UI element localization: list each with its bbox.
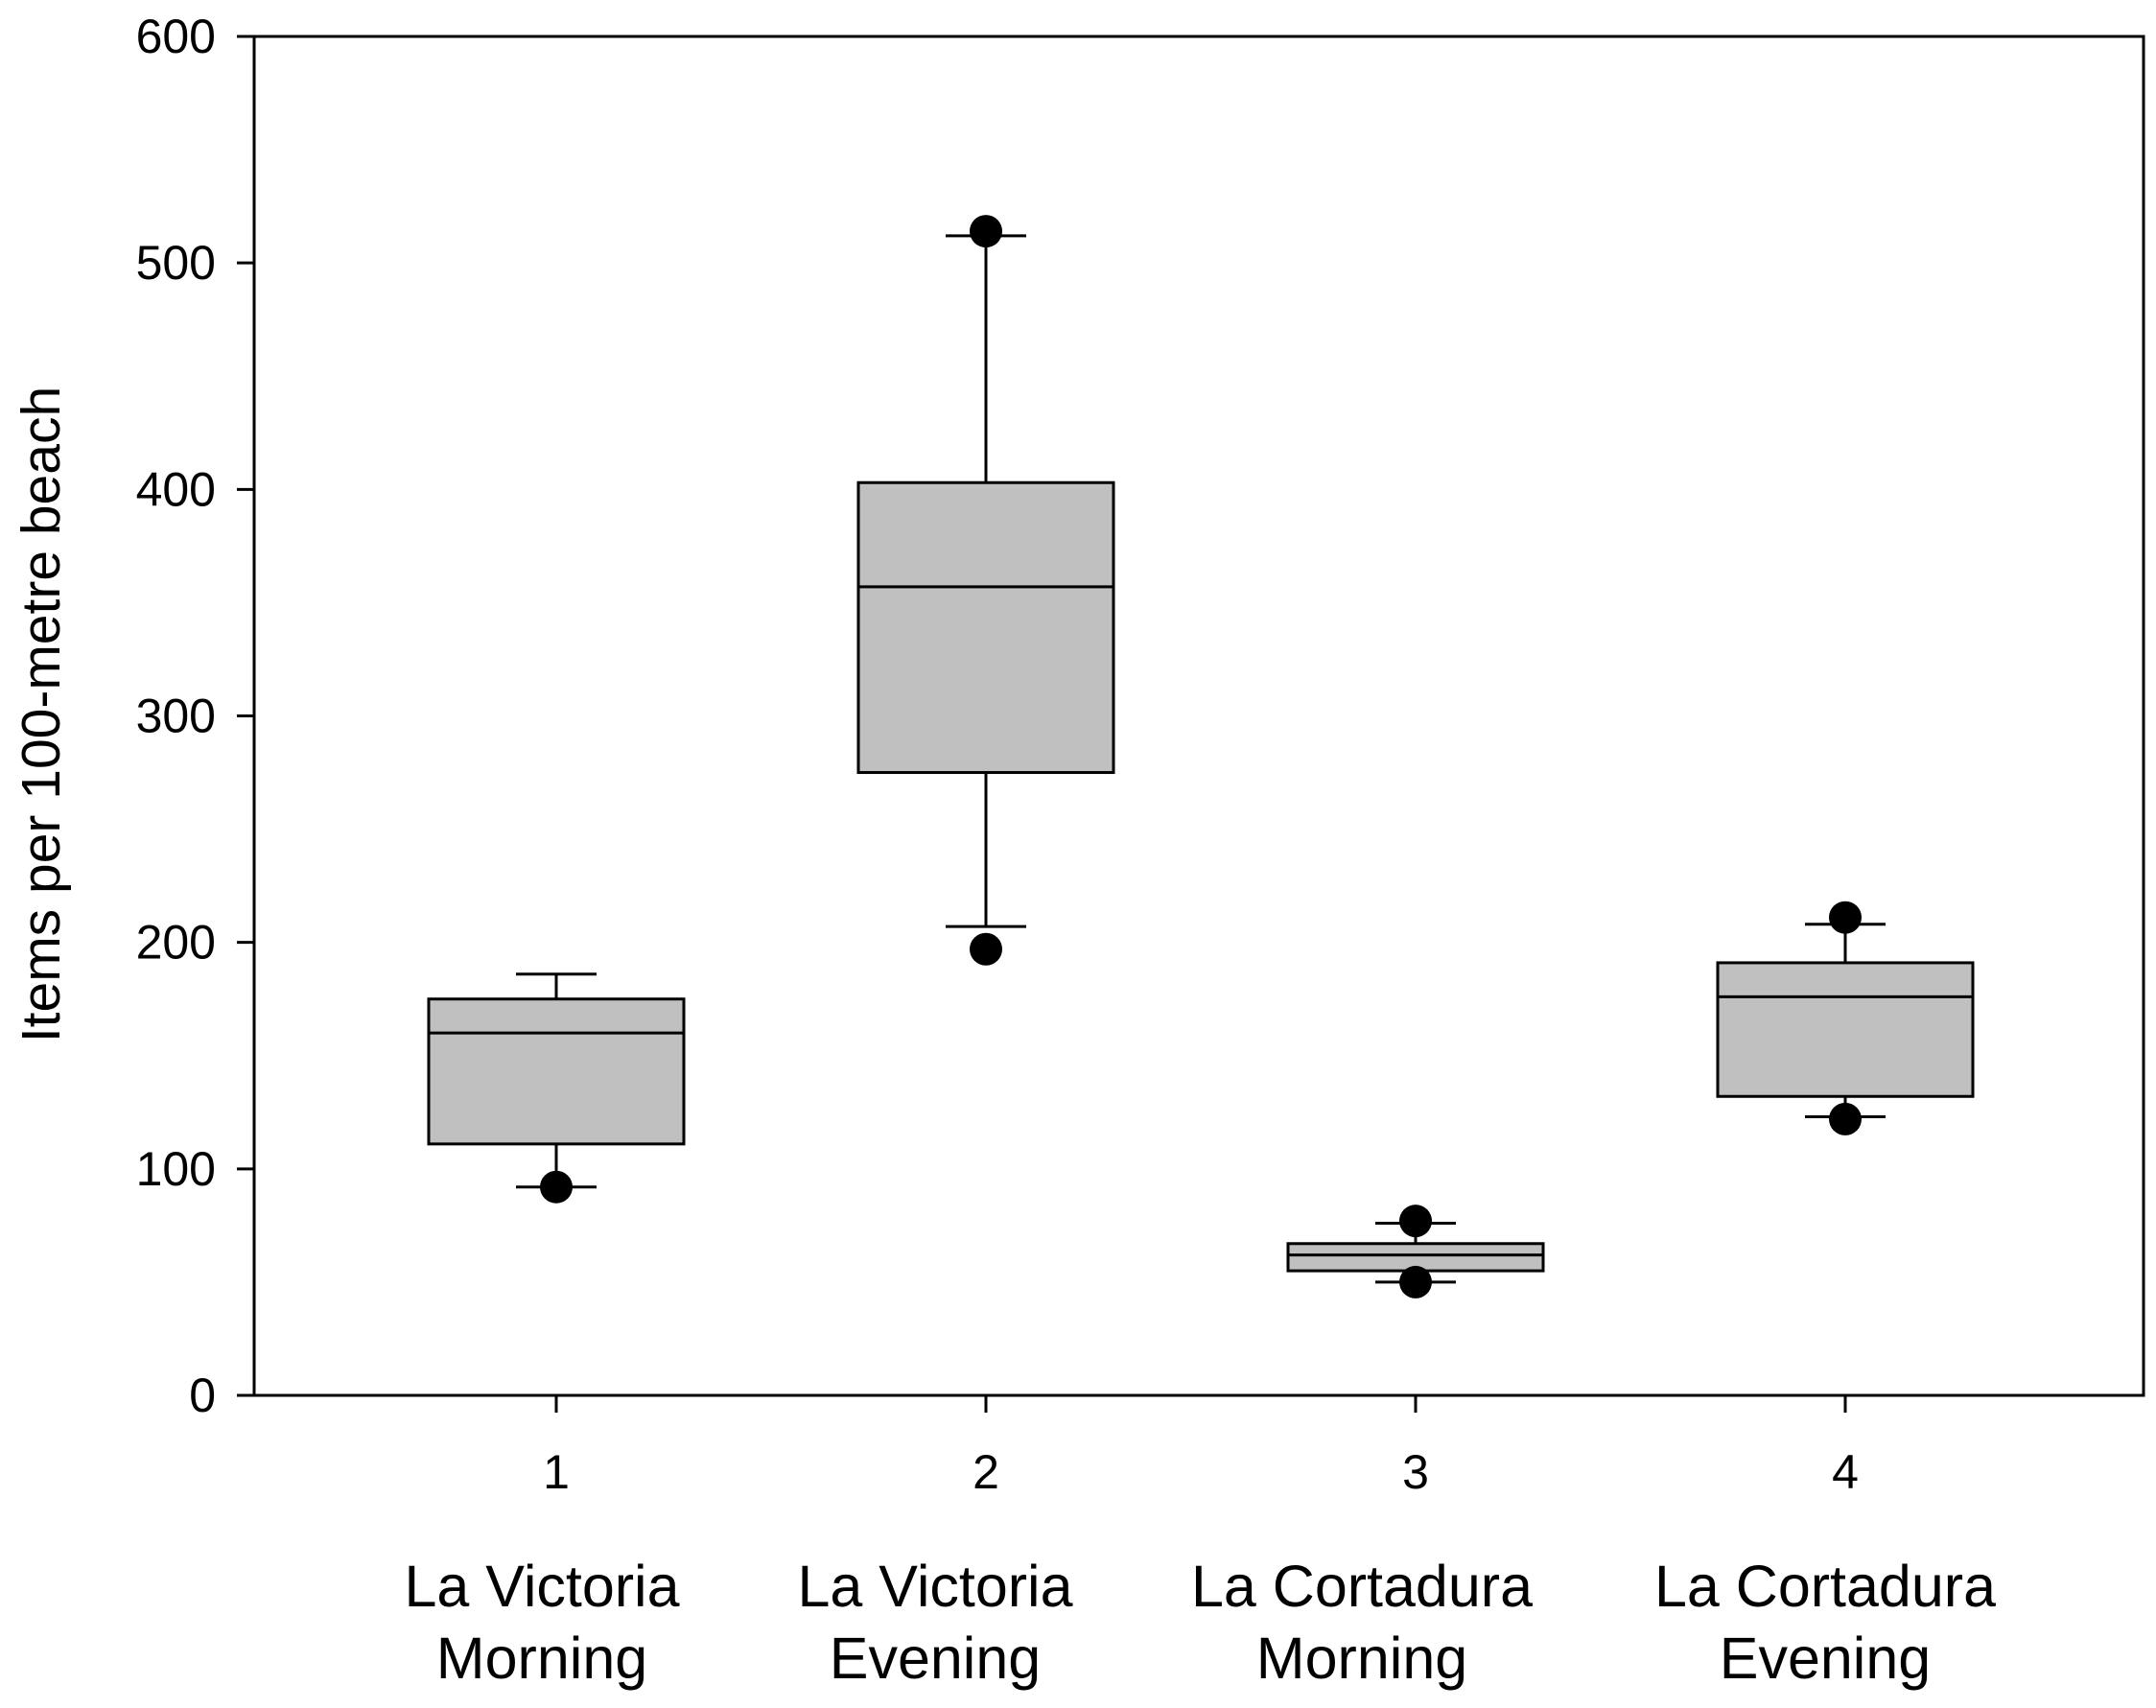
outlier-point (1829, 901, 1862, 934)
box-iqr (1716, 961, 1975, 1098)
x-tick-label: 1 (543, 1445, 570, 1499)
y-tick-label: 100 (136, 1142, 216, 1196)
y-tick-label: 600 (136, 10, 216, 63)
y-tick-label: 400 (136, 462, 216, 516)
box-group (1716, 901, 1975, 1135)
y-tick-label: 200 (136, 916, 216, 970)
category-label-line2: Evening (830, 1626, 1041, 1691)
category-label-line1: La Victoria (797, 1554, 1072, 1619)
box-group (427, 972, 686, 1204)
y-axis-title: Items per 100-metre beach (11, 386, 72, 1042)
plot-frame (252, 35, 2145, 1397)
x-tick-label: 4 (1832, 1445, 1859, 1499)
outlier-point (1399, 1205, 1432, 1238)
box-iqr (427, 997, 686, 1146)
category-label-line1: La Cortadura (1191, 1554, 1533, 1619)
category-label-line2: Evening (1720, 1626, 1931, 1691)
x-axis-ticks: 1 2 3 4 La Victoria Morning La Victoria Evening… (404, 1395, 1996, 1691)
box-series (427, 215, 1975, 1299)
category-label-line1: La Cortadura (1654, 1554, 1996, 1619)
box-iqr (856, 480, 1115, 775)
outlier-point (970, 215, 1002, 248)
category-label-line1: La Victoria (404, 1554, 679, 1619)
box-group (856, 215, 1115, 966)
outlier-point (970, 932, 1002, 966)
y-axis-ticks: 0 100 200 300 400 500 600 (136, 10, 254, 1422)
y-tick-label: 300 (136, 690, 216, 743)
y-tick-label: 500 (136, 236, 216, 290)
category-label-line2: Morning (436, 1626, 647, 1691)
y-tick-label: 0 (189, 1369, 216, 1422)
box-group (1286, 1205, 1545, 1299)
outlier-point (540, 1170, 573, 1204)
x-tick-label: 2 (973, 1445, 999, 1499)
x-tick-label: 3 (1402, 1445, 1429, 1499)
outlier-point (1829, 1102, 1862, 1135)
category-label-line2: Morning (1256, 1626, 1467, 1691)
outlier-point (1399, 1265, 1432, 1299)
